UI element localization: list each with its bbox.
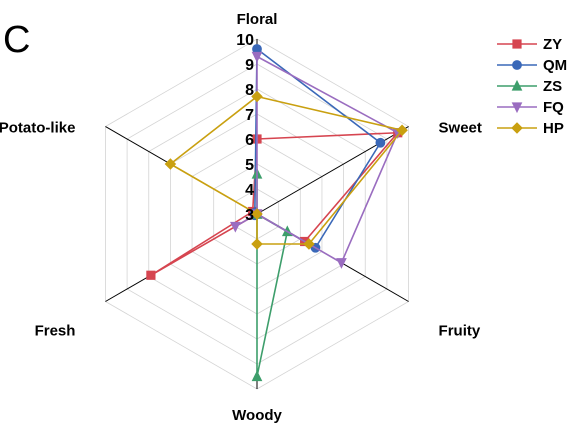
legend-item-hp: HP [497, 120, 564, 137]
legend-marker-zs [511, 79, 523, 91]
legend-marker-fq [511, 102, 523, 114]
tick-label-10: 10 [236, 32, 254, 49]
point-hp-woody [251, 238, 263, 250]
legend-item-fq: FQ [497, 99, 564, 116]
series-line-zs [256, 173, 289, 378]
legend-label-zy: ZY [543, 36, 562, 53]
axis-line-sweet [256, 126, 409, 215]
tick-labels: 3 4 5 6 7 8 9 10 [236, 32, 254, 224]
point-hp-fruity [303, 238, 315, 250]
legend-marker-hp [511, 122, 523, 134]
tick-label-5: 5 [245, 157, 254, 174]
legend: ZY QM ZS FQ HP [497, 36, 567, 137]
legend-item-zy: ZY [497, 36, 562, 53]
tick-label-3: 3 [245, 207, 254, 224]
legend-label-fq: FQ [543, 99, 564, 116]
axis-label-woody: Woody [232, 407, 282, 424]
tick-label-8: 8 [245, 82, 254, 99]
point-hp-potato-like [164, 158, 177, 170]
series-zs [251, 167, 293, 382]
axis-label-potato-like: Potato-like [0, 120, 75, 137]
point-hp-fresh [251, 208, 263, 220]
panel-letter: C [3, 19, 30, 61]
point-zy-fresh [146, 270, 156, 280]
legend-marker-qm [512, 60, 522, 70]
tick-label-7: 7 [245, 107, 254, 124]
axis-label-fruity: Fruity [439, 323, 481, 340]
tick-label-4: 4 [245, 182, 254, 199]
legend-item-zs: ZS [497, 78, 562, 95]
legend-item-qm: QM [497, 57, 567, 74]
point-fq-fruity [336, 258, 347, 269]
series-hp [164, 90, 408, 250]
legend-label-hp: HP [543, 120, 564, 137]
point-hp-floral [251, 90, 263, 103]
tick-label-9: 9 [245, 57, 254, 74]
point-qm-sweet [375, 137, 386, 148]
legend-label-qm: QM [543, 57, 567, 74]
axis-label-floral: Floral [237, 11, 278, 28]
tick-label-6: 6 [245, 132, 254, 149]
point-hp-sweet [396, 124, 408, 137]
point-fq-fresh [230, 221, 241, 233]
legend-marker-zy [512, 39, 522, 49]
series-layer [146, 44, 408, 382]
axis-label-sweet: Sweet [439, 120, 482, 137]
axis-label-fresh: Fresh [35, 323, 76, 340]
point-fq-floral [251, 51, 263, 63]
series-line-fq [234, 55, 399, 264]
point-zs-woody [251, 370, 263, 382]
legend-label-zs: ZS [543, 78, 562, 95]
axis-labels: Floral Sweet Fruity Woody Fresh Potato-like [0, 11, 482, 424]
